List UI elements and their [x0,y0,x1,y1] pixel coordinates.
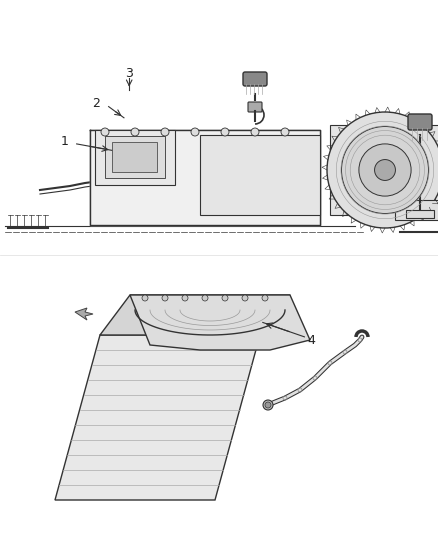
Circle shape [182,295,188,301]
Polygon shape [100,295,290,335]
Bar [112,142,157,172]
Text: 2: 2 [92,97,100,110]
Text: 1: 1 [61,135,69,148]
Circle shape [191,128,199,136]
Circle shape [262,295,268,301]
Circle shape [359,144,411,196]
Bar [95,130,175,185]
Circle shape [263,400,273,410]
Circle shape [222,295,228,301]
Bar [200,135,320,215]
Circle shape [281,128,289,136]
Circle shape [342,126,428,214]
Bar [330,125,438,215]
Circle shape [265,402,271,408]
FancyBboxPatch shape [248,102,262,112]
Polygon shape [75,308,93,320]
Polygon shape [130,295,310,350]
Bar [406,210,434,218]
Circle shape [251,128,259,136]
Polygon shape [55,335,260,500]
Circle shape [327,112,438,228]
Circle shape [142,295,148,301]
Circle shape [242,295,248,301]
FancyBboxPatch shape [243,72,267,86]
Circle shape [374,159,396,181]
Circle shape [131,128,139,136]
Bar [105,136,165,178]
Circle shape [221,128,229,136]
Polygon shape [90,130,320,225]
Circle shape [101,128,109,136]
Circle shape [202,295,208,301]
FancyBboxPatch shape [408,114,432,130]
Text: 4: 4 [307,334,315,346]
Text: 3: 3 [125,67,133,80]
Circle shape [161,128,169,136]
Bar [395,200,438,220]
Circle shape [162,295,168,301]
